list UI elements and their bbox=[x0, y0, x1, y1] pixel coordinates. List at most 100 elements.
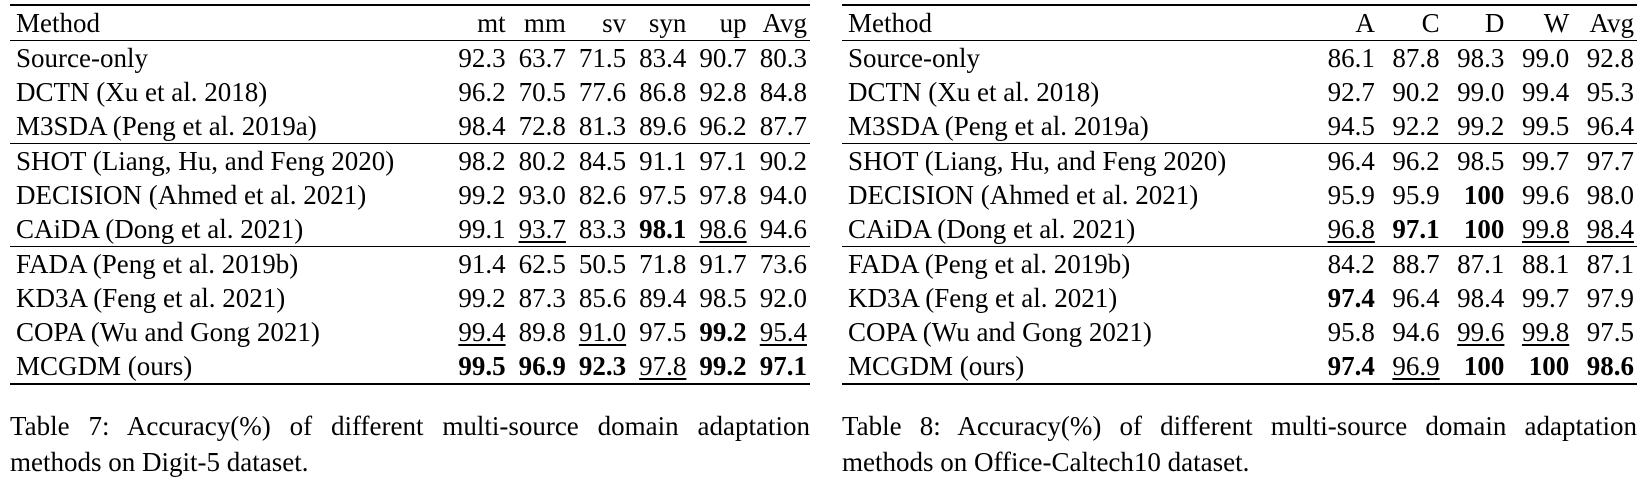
value-text: 87.1 bbox=[1587, 249, 1634, 279]
method-cell: COPA (Wu and Gong 2021) bbox=[10, 315, 448, 349]
method-cell: MCGDM (ours) bbox=[10, 349, 448, 384]
value-cell: 99.6 bbox=[1507, 178, 1572, 212]
value-text: 98.5 bbox=[1457, 146, 1504, 176]
value-cell: 73.6 bbox=[750, 247, 810, 282]
value-text: 99.2 bbox=[458, 180, 505, 210]
column-header: syn bbox=[629, 5, 689, 41]
value-cell: 71.5 bbox=[569, 41, 629, 76]
value-cell: 90.2 bbox=[750, 144, 810, 179]
value-cell: 87.3 bbox=[509, 281, 569, 315]
value-text: 89.8 bbox=[519, 317, 566, 347]
value-cell: 99.5 bbox=[448, 349, 508, 384]
value-text: 96.2 bbox=[458, 77, 505, 107]
value-cell: 98.5 bbox=[1443, 144, 1508, 179]
table-row: DCTN (Xu et al. 2018)96.270.577.686.892.… bbox=[10, 75, 810, 109]
value-text: 100 bbox=[1464, 214, 1505, 244]
value-cell: 86.1 bbox=[1313, 41, 1378, 76]
table-header-row: MethodACDWAvg bbox=[842, 5, 1637, 41]
method-cell: DCTN (Xu et al. 2018) bbox=[10, 75, 448, 109]
table-7: MethodmtmmsvsynupAvg Source-only92.363.7… bbox=[10, 4, 810, 385]
method-cell: KD3A (Feng et al. 2021) bbox=[842, 281, 1313, 315]
table-row: DECISION (Ahmed et al. 2021)99.293.082.6… bbox=[10, 178, 810, 212]
method-cell: M3SDA (Peng et al. 2019a) bbox=[842, 109, 1313, 144]
value-cell: 99.8 bbox=[1507, 315, 1572, 349]
value-cell: 100 bbox=[1443, 178, 1508, 212]
value-text: 95.4 bbox=[760, 317, 807, 347]
column-header: W bbox=[1507, 5, 1572, 41]
value-text: 94.5 bbox=[1328, 111, 1375, 141]
table-row: KD3A (Feng et al. 2021)97.496.498.499.79… bbox=[842, 281, 1637, 315]
value-cell: 85.6 bbox=[569, 281, 629, 315]
table-row: FADA (Peng et al. 2019b)84.288.787.188.1… bbox=[842, 247, 1637, 282]
value-cell: 97.4 bbox=[1313, 281, 1378, 315]
value-cell: 72.8 bbox=[509, 109, 569, 144]
value-text: 97.4 bbox=[1328, 351, 1375, 381]
value-cell: 86.8 bbox=[629, 75, 689, 109]
value-text: 80.2 bbox=[519, 146, 566, 176]
value-text: 50.5 bbox=[579, 249, 626, 279]
value-cell: 97.8 bbox=[689, 178, 749, 212]
value-text: 92.3 bbox=[579, 351, 626, 381]
value-cell: 100 bbox=[1443, 349, 1508, 384]
value-cell: 99.7 bbox=[1507, 281, 1572, 315]
value-text: 96.2 bbox=[1392, 146, 1439, 176]
value-cell: 99.5 bbox=[1507, 109, 1572, 144]
value-cell: 87.1 bbox=[1572, 247, 1637, 282]
value-text: 94.6 bbox=[1392, 317, 1439, 347]
value-text: 97.8 bbox=[699, 180, 746, 210]
value-text: 100 bbox=[1464, 351, 1505, 381]
value-text: 98.3 bbox=[1457, 43, 1504, 73]
table-row: COPA (Wu and Gong 2021)99.489.891.097.59… bbox=[10, 315, 810, 349]
value-text: 98.4 bbox=[458, 111, 505, 141]
value-cell: 96.9 bbox=[1378, 349, 1443, 384]
value-cell: 62.5 bbox=[509, 247, 569, 282]
value-cell: 94.6 bbox=[750, 212, 810, 247]
value-text: 99.0 bbox=[1522, 43, 1569, 73]
value-text: 97.1 bbox=[699, 146, 746, 176]
value-text: 80.3 bbox=[760, 43, 807, 73]
value-text: 81.3 bbox=[579, 111, 626, 141]
value-cell: 95.9 bbox=[1378, 178, 1443, 212]
value-cell: 96.2 bbox=[448, 75, 508, 109]
value-cell: 98.3 bbox=[1443, 41, 1508, 76]
value-cell: 92.3 bbox=[569, 349, 629, 384]
column-header: Method bbox=[10, 5, 448, 41]
value-text: 99.4 bbox=[1522, 77, 1569, 107]
value-cell: 92.8 bbox=[1572, 41, 1637, 76]
value-cell: 97.1 bbox=[750, 349, 810, 384]
value-text: 84.2 bbox=[1328, 249, 1375, 279]
value-text: 99.2 bbox=[1457, 111, 1504, 141]
value-cell: 92.8 bbox=[689, 75, 749, 109]
table-row: MCGDM (ours)99.596.992.397.899.297.1 bbox=[10, 349, 810, 384]
value-cell: 92.7 bbox=[1313, 75, 1378, 109]
value-text: 93.0 bbox=[519, 180, 566, 210]
value-cell: 84.2 bbox=[1313, 247, 1378, 282]
value-cell: 87.1 bbox=[1443, 247, 1508, 282]
value-text: 77.6 bbox=[579, 77, 626, 107]
value-text: 86.8 bbox=[639, 77, 686, 107]
value-cell: 82.6 bbox=[569, 178, 629, 212]
method-cell: MCGDM (ours) bbox=[842, 349, 1313, 384]
value-cell: 98.2 bbox=[448, 144, 508, 179]
value-text: 99.6 bbox=[1522, 180, 1569, 210]
value-text: 99.4 bbox=[458, 317, 505, 347]
value-text: 99.5 bbox=[458, 351, 505, 381]
method-cell: M3SDA (Peng et al. 2019a) bbox=[10, 109, 448, 144]
value-cell: 97.9 bbox=[1572, 281, 1637, 315]
value-text: 91.4 bbox=[458, 249, 505, 279]
value-cell: 87.8 bbox=[1378, 41, 1443, 76]
value-cell: 95.4 bbox=[750, 315, 810, 349]
value-cell: 93.0 bbox=[509, 178, 569, 212]
table-row: SHOT (Liang, Hu, and Feng 2020)96.496.29… bbox=[842, 144, 1637, 179]
table-row: M3SDA (Peng et al. 2019a)94.592.299.299.… bbox=[842, 109, 1637, 144]
value-text: 98.4 bbox=[1457, 283, 1504, 313]
value-cell: 99.2 bbox=[1443, 109, 1508, 144]
value-cell: 80.3 bbox=[750, 41, 810, 76]
table-7-caption: Table 7: Accuracy(%) of different multi-… bbox=[10, 408, 810, 480]
method-cell: DCTN (Xu et al. 2018) bbox=[842, 75, 1313, 109]
column-header: C bbox=[1378, 5, 1443, 41]
column-header: Avg bbox=[1572, 5, 1637, 41]
value-text: 83.3 bbox=[579, 214, 626, 244]
value-cell: 96.8 bbox=[1313, 212, 1378, 247]
value-text: 95.8 bbox=[1328, 317, 1375, 347]
